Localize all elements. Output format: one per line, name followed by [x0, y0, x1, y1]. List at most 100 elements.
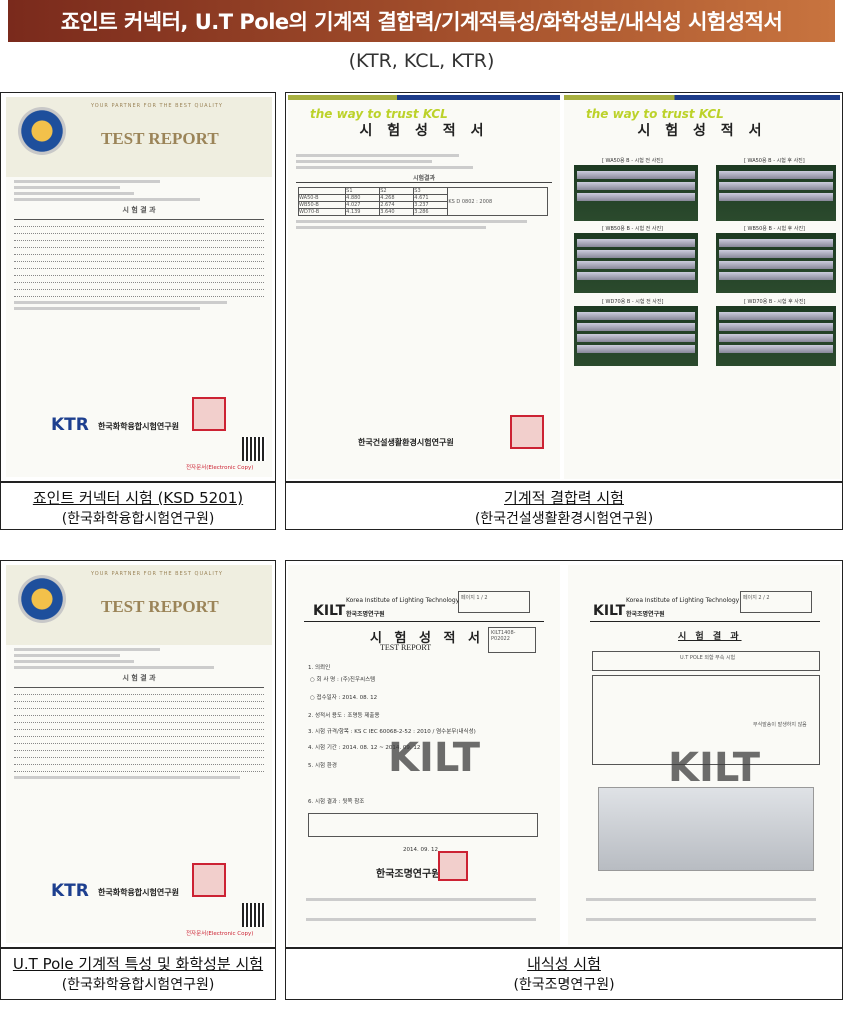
- cell: 4.268: [379, 194, 415, 202]
- institute-name: 한국건설생활환경시험연구원: [358, 438, 454, 447]
- photo-label: [ WB50용 B - 시험 후 사진]: [744, 226, 806, 232]
- red-seal: [192, 397, 226, 431]
- photo-before: [574, 233, 698, 293]
- test-method: KS D 0802 : 2008: [447, 187, 548, 216]
- kilt-logo-en: Korea Institute of Lighting Technology: [626, 597, 740, 604]
- row-name: WA50-B: [297, 194, 347, 202]
- report-line: 6. 시험 결과 : 뒷쪽 참조: [308, 799, 365, 805]
- table-row: WA50-B 4.880 4.268 4.671: [297, 194, 548, 202]
- photo-label: [ WD70용 B - 시험 전 사진]: [602, 299, 664, 305]
- caption-corrosion: 내식성 시험 (한국조명연구원): [285, 948, 843, 1000]
- ktr-utpole-report: YOUR PARTNER FOR THE BEST QUALITY TEST R…: [0, 560, 276, 948]
- report-line: ○ 접수일자 : 2014. 08. 12: [310, 695, 378, 701]
- caption-title: 죠인트 커넥터 시험 (KSD 5201): [32, 489, 244, 507]
- row-name: WB50-B: [297, 201, 347, 209]
- caption-org: (한국화학융합시험연구원): [61, 977, 215, 993]
- report-line: 1. 의뢰인: [308, 665, 331, 671]
- report-heading: 시 험 결 과: [678, 632, 742, 642]
- caption-utpole: U.T Pole 기계적 특성 및 화학성분 시험 (한국화학융합시험연구원): [0, 948, 276, 1000]
- report-heading-en: TEST REPORT: [380, 643, 432, 652]
- institute-name: 한국조명연구원: [376, 869, 441, 880]
- ktr-logo: KTR: [51, 881, 89, 901]
- caption-mechanical: 기계적 결합력 시험 (한국건설생활환경시험연구원): [285, 482, 843, 530]
- cell: 4.139: [345, 208, 381, 216]
- col-header: S3: [413, 187, 449, 195]
- cell: 4.880: [345, 194, 381, 202]
- report-heading: 시 험 성 적 서: [370, 631, 484, 646]
- caption-joint-connector: 죠인트 커넥터 시험 (KSD 5201) (한국화학융합시험연구원): [0, 482, 276, 530]
- report-date: 2014. 09. 12: [403, 847, 438, 853]
- ktr-seal-logo: [18, 575, 66, 623]
- photo-label: [ WB50용 B - 시험 전 사진]: [602, 226, 664, 232]
- col-header: S1: [345, 187, 381, 195]
- results-table: 부식발송이 발생하지 않음: [592, 675, 820, 765]
- cell: 4.671: [413, 194, 449, 202]
- section-title: 시험결과: [296, 173, 552, 183]
- test-item: U.T POLE 외함 부속 시험: [680, 655, 736, 661]
- cell: 3.286: [413, 208, 449, 216]
- kcl-logo: the way to trust KCL: [310, 107, 448, 121]
- photo-label: [ WA50용 B - 시험 전 사진]: [602, 158, 663, 164]
- photo-label: [ WD70용 B - 시험 후 사진]: [744, 299, 806, 305]
- kcl-logo: the way to trust KCL: [586, 107, 724, 121]
- table-row: WD70-B 4.139 3.640 3.286: [297, 208, 548, 216]
- kilt-logo: KILT: [593, 603, 626, 619]
- caption-title: 내식성 시험: [527, 955, 601, 973]
- test-result: 부식발송이 발생하지 않음: [753, 722, 807, 728]
- photo-after: [716, 233, 836, 293]
- qr-code: [242, 903, 266, 927]
- caption-org: (한국건설생활환경시험연구원): [474, 511, 654, 527]
- photo-after: [716, 306, 836, 366]
- kilt-logo-en: Korea Institute of Lighting Technology: [346, 597, 460, 604]
- page-title: 죠인트 커넥터, U.T Pole의 기계적 결합력/기계적특성/화학성분/내식…: [8, 0, 835, 42]
- col-header: S2: [379, 187, 415, 195]
- summary-row: U.T POLE 외함 부속 시험: [592, 651, 820, 671]
- qr-code: [242, 437, 266, 461]
- report-heading: 시 험 성 적 서: [359, 123, 489, 139]
- cell: 4.027: [345, 201, 381, 209]
- section-title: 시 험 결 과: [122, 206, 156, 214]
- kilt-watermark: KILT: [668, 745, 761, 791]
- caption-org: (한국조명연구원): [513, 977, 615, 993]
- report-heading: 시 험 성 적 서: [637, 123, 767, 139]
- cell: 3.640: [379, 208, 415, 216]
- cell: 3.237: [413, 201, 449, 209]
- partner-text: YOUR PARTNER FOR THE BEST QUALITY: [91, 571, 223, 577]
- cell: 2.674: [379, 201, 415, 209]
- report-line: 4. 시험 기간 : 2014. 08. 12 ~ 2014. 09. 12: [308, 745, 421, 751]
- kilt-corrosion-report: KILT Korea Institute of Lighting Technol…: [285, 560, 843, 948]
- report-heading: TEST REPORT: [101, 129, 219, 148]
- kilt-logo-ko: 한국조명연구원: [346, 611, 385, 618]
- institute-name: 한국화학융합시험연구원: [98, 422, 179, 431]
- photo-label: [ WA50용 B - 시험 후 사진]: [744, 158, 805, 164]
- page-box: 페이지 1 / 2: [458, 591, 530, 613]
- red-seal: [510, 415, 544, 449]
- kilt-watermark: KILT: [388, 735, 481, 781]
- results-table: S1 S2 S3 KS D 0802 : 2008 WA50-B 4.880 4.268 4…: [297, 187, 548, 216]
- caption-title: 기계적 결합력 시험: [504, 489, 624, 507]
- red-seal: [192, 863, 226, 897]
- section-title: 시 험 결 과: [122, 674, 156, 682]
- report-number: KILT1408-P02022: [488, 627, 536, 653]
- kilt-logo-ko: 한국조명연구원: [626, 611, 665, 618]
- red-seal: [438, 851, 468, 881]
- electronic-copy: 전자문서(Electronic Copy): [186, 931, 254, 937]
- report-heading: TEST REPORT: [101, 597, 219, 616]
- row-name: WD70-B: [297, 208, 347, 216]
- ktr-logo: KTR: [51, 415, 89, 435]
- photo-before: [574, 165, 698, 221]
- report-line: 5. 시험 환경: [308, 763, 337, 769]
- confirmation-box: [308, 813, 538, 837]
- table-row: WB50-B 4.027 2.674 3.237: [297, 201, 548, 209]
- kilt-logo: KILT: [313, 603, 346, 619]
- institute-name: 한국화학융합시험연구원: [98, 888, 179, 897]
- caption-title: U.T Pole 기계적 특성 및 화학성분 시험: [12, 955, 264, 973]
- ktr-seal-logo: [18, 107, 66, 155]
- partner-text: YOUR PARTNER FOR THE BEST QUALITY: [91, 103, 223, 109]
- report-line: 2. 성적서 용도 : 조명등 제출용: [308, 713, 380, 719]
- report-line: ○ 회 사 명 : (주)진우씨스템: [310, 677, 376, 683]
- photo-before: [574, 306, 698, 366]
- electronic-copy: 전자문서(Electronic Copy): [186, 465, 254, 471]
- kcl-mechanical-report: the way to trust KCL 시 험 성 적 서 시험결과 S1 S2…: [285, 92, 843, 482]
- page-subtitle: (KTR, KCL, KTR): [348, 50, 495, 72]
